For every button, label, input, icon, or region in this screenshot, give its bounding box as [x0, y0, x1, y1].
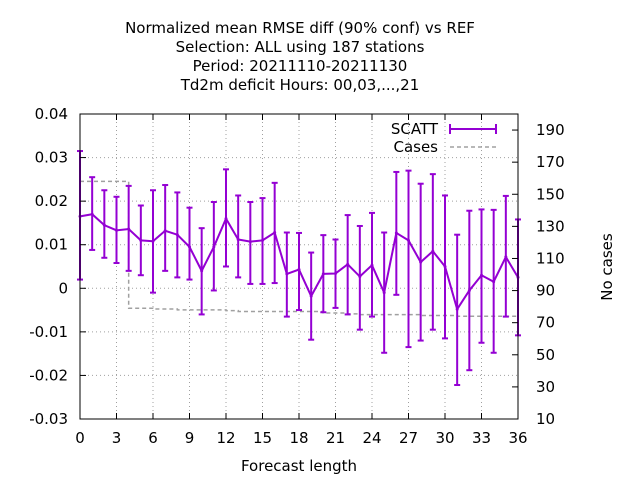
scatt-point — [175, 233, 179, 237]
y-tick-label: 0.01 — [35, 236, 68, 254]
y-tick-label: 0 — [58, 279, 68, 297]
y2-tick-label: 30 — [536, 378, 555, 396]
scatt-point — [419, 260, 423, 264]
scatt-point — [102, 223, 106, 227]
scatt-point — [151, 239, 155, 243]
scatt-point — [115, 228, 118, 232]
cases-line — [80, 180, 518, 318]
y2-tick-label: 110 — [536, 249, 565, 267]
y2-tick-label: 10 — [536, 410, 555, 428]
x-tick-label: 24 — [362, 429, 381, 447]
x-tick-label: 9 — [185, 429, 195, 447]
title-line-2: Selection: ALL using 187 stations — [176, 38, 425, 56]
scatt-point — [236, 237, 240, 241]
scatt-point — [492, 280, 496, 284]
scatt-point — [163, 229, 167, 233]
scatt-point — [321, 272, 325, 276]
x-tick-label: 0 — [75, 429, 85, 447]
y-tick-label: -0.02 — [29, 366, 68, 384]
scatt-point — [431, 249, 435, 253]
scatt-point — [212, 245, 216, 249]
scatt-point — [273, 231, 277, 235]
x-axis-label: Forecast length — [241, 457, 357, 475]
scatt-point — [346, 262, 350, 266]
scatt-point — [504, 255, 508, 259]
y2-tick-label: 150 — [536, 185, 565, 203]
x-tick-label: 36 — [508, 429, 527, 447]
y-tick-label: -0.03 — [29, 410, 68, 428]
y-tick-label: -0.01 — [29, 323, 68, 341]
y2-tick-label: 190 — [536, 121, 565, 139]
scatt-point — [90, 212, 94, 216]
scatt-point — [224, 217, 228, 221]
y2-tick-label: 50 — [536, 346, 555, 364]
x-tick-label: 18 — [289, 429, 308, 447]
scatt-point — [127, 227, 131, 231]
x-tick-label: 12 — [216, 429, 235, 447]
x-tick-label: 15 — [253, 429, 272, 447]
x-tick-label: 3 — [112, 429, 122, 447]
y2-axis-ticks: 190 170 150 130 110 90 70 50 30 10 — [512, 121, 565, 428]
scatt-point — [370, 263, 374, 267]
scatt-point — [443, 265, 447, 268]
scatt-point — [455, 307, 459, 311]
x-tick-label: 30 — [435, 429, 454, 447]
scatt-point — [188, 245, 191, 249]
scatt-point — [139, 238, 143, 242]
legend-label-scatt: SCATT — [391, 120, 439, 138]
scatt-point — [297, 268, 301, 272]
legend-label-cases: Cases — [393, 138, 438, 156]
y2-axis-label: No cases — [598, 233, 616, 301]
y2-tick-label: 90 — [536, 282, 555, 300]
y2-tick-label: 130 — [536, 217, 565, 235]
scatt-point — [394, 231, 398, 235]
scatt-point — [285, 272, 289, 276]
x-tick-label: 33 — [472, 429, 491, 447]
y-tick-label: 0.03 — [35, 149, 68, 167]
cases-series — [80, 180, 518, 318]
x-tick-label: 6 — [148, 429, 158, 447]
chart-title: Normalized mean RMSE diff (90% conf) vs … — [125, 19, 475, 94]
x-axis-ticks: 0 3 6 9 12 15 18 21 24 27 30 33 36 — [75, 114, 528, 447]
scatt-point — [467, 288, 471, 292]
scatt-point — [200, 269, 204, 273]
scatt-point — [480, 273, 483, 277]
scatt-point — [382, 291, 386, 295]
scatt-point — [309, 294, 313, 298]
title-line-4: Td2m deficit Hours: 00,03,...,21 — [180, 76, 420, 94]
scatt-point — [407, 238, 410, 242]
y-tick-label: 0.02 — [35, 192, 68, 210]
scatt-point — [334, 271, 337, 275]
y2-tick-label: 70 — [536, 314, 555, 332]
y-axis-ticks: 0.04 0.03 0.02 0.01 0 -0.01 -0.02 -0.03 — [29, 105, 86, 428]
scatt-point — [248, 240, 252, 244]
title-line-1: Normalized mean RMSE diff (90% conf) vs … — [125, 19, 475, 37]
y-tick-label: 0.04 — [35, 105, 68, 123]
scatt-point — [358, 275, 362, 279]
y2-tick-label: 170 — [536, 153, 565, 171]
title-line-3: Period: 20211110-20211130 — [193, 57, 408, 75]
x-tick-label: 21 — [326, 429, 345, 447]
x-tick-label: 27 — [399, 429, 418, 447]
scatt-point — [261, 238, 264, 242]
legend: SCATT Cases — [391, 120, 497, 156]
